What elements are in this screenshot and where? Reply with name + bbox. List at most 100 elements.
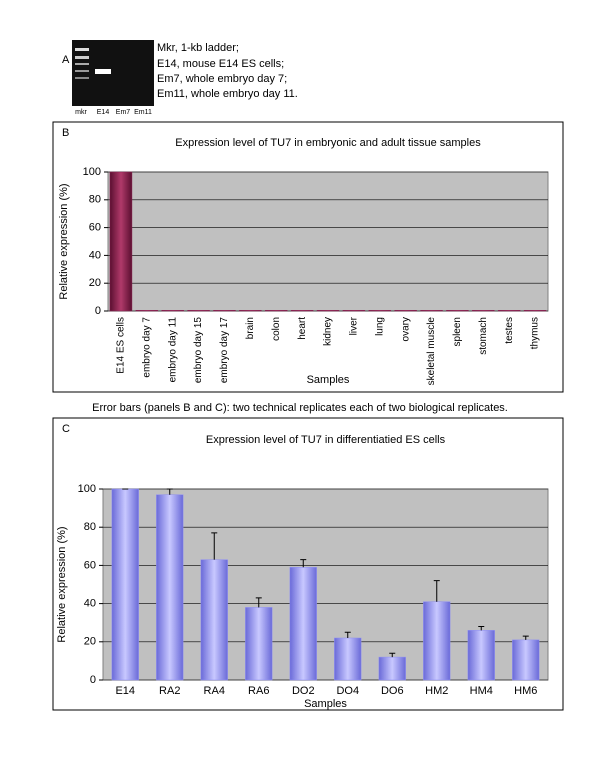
x-tick-label: E14 ES cells bbox=[116, 317, 127, 374]
gel-band bbox=[75, 63, 89, 65]
y-tick-label: 100 bbox=[78, 483, 96, 495]
bar bbox=[342, 310, 366, 312]
bar bbox=[245, 607, 273, 681]
x-tick-label: skeletal muscle bbox=[426, 317, 437, 386]
x-tick-label: kidney bbox=[323, 317, 334, 346]
chart-title: Expression level of TU7 in embryonic and… bbox=[175, 137, 481, 149]
x-tick-label: embryo day 7 bbox=[141, 317, 152, 378]
y-tick-label: 60 bbox=[89, 222, 101, 234]
bar bbox=[239, 310, 262, 312]
chart-title: Expression level of TU7 in differentiati… bbox=[206, 434, 446, 446]
legend-line: Mkr, 1-kb ladder; bbox=[157, 42, 239, 54]
x-tick-label: E14 bbox=[115, 685, 135, 697]
error-bar bbox=[522, 635, 529, 640]
bar bbox=[111, 488, 139, 681]
chart-panel: C Expression level of TU7 in differentiat… bbox=[52, 417, 564, 711]
error-bar bbox=[344, 631, 351, 638]
bar bbox=[289, 567, 317, 681]
gel-band bbox=[75, 48, 89, 51]
bar bbox=[446, 310, 469, 312]
x-tick-label: thymus bbox=[530, 317, 541, 349]
error-bar bbox=[166, 488, 173, 495]
bar bbox=[156, 494, 184, 681]
gel-band bbox=[75, 70, 89, 72]
x-tick-label: colon bbox=[271, 317, 282, 341]
x-tick-label: testes bbox=[504, 317, 515, 344]
x-tick-label: spleen bbox=[452, 317, 463, 346]
x-tick-label: HM2 bbox=[425, 685, 448, 697]
x-tick-label: lung bbox=[374, 317, 385, 336]
error-bar bbox=[255, 597, 262, 608]
x-tick-label: DO6 bbox=[381, 685, 404, 697]
error-bar bbox=[433, 580, 440, 602]
bar bbox=[200, 559, 228, 681]
bar bbox=[161, 310, 184, 312]
bar bbox=[378, 656, 406, 681]
caption: Error bars (panels B and C): two technic… bbox=[92, 402, 508, 414]
y-tick-label: 0 bbox=[90, 674, 96, 686]
x-tick-label: embryo day 11 bbox=[167, 317, 178, 383]
x-tick-label: embryo day 15 bbox=[193, 317, 204, 384]
x-tick-label: liver bbox=[349, 316, 360, 335]
legend-line: Em11, whole embryo day 11. bbox=[157, 88, 298, 100]
legend-line: E14, mouse E14 ES cells; bbox=[157, 58, 284, 70]
y-tick-label: 80 bbox=[89, 194, 101, 206]
bar bbox=[368, 310, 392, 312]
bar bbox=[512, 639, 540, 681]
bar bbox=[467, 630, 495, 681]
x-tick-label: RA2 bbox=[159, 685, 180, 697]
y-tick-label: 80 bbox=[84, 521, 96, 533]
bar bbox=[187, 310, 210, 312]
error-bar bbox=[389, 652, 396, 658]
legend-line: Em7, whole embryo day 7; bbox=[157, 73, 287, 85]
lane-label: E14 bbox=[97, 109, 110, 116]
y-tick-label: 20 bbox=[89, 277, 101, 289]
bar bbox=[316, 310, 340, 312]
panel-label: A bbox=[62, 54, 70, 66]
y-tick-label: 20 bbox=[84, 636, 96, 648]
y-tick-label: 100 bbox=[83, 166, 101, 178]
panel-label: B bbox=[62, 127, 69, 139]
y-axis-label: Relative expression (%) bbox=[58, 183, 70, 299]
y-tick-label: 40 bbox=[84, 598, 96, 610]
error-bar bbox=[300, 559, 307, 568]
bar bbox=[394, 310, 417, 312]
bar bbox=[420, 310, 443, 312]
panel-a: A mkr E14 Em7 Em11 Mkr, 1-kb ladder; E14… bbox=[62, 40, 298, 116]
x-tick-label: embryo day 17 bbox=[219, 317, 230, 384]
bar bbox=[264, 310, 288, 312]
lane-label: mkr bbox=[75, 109, 87, 116]
x-axis-label: Samples bbox=[304, 698, 347, 710]
y-axis-label: Relative expression (%) bbox=[56, 526, 68, 642]
x-tick-label: HM6 bbox=[514, 685, 537, 697]
x-tick-label: DO2 bbox=[292, 685, 315, 697]
lane-label: Em11 bbox=[134, 109, 152, 116]
y-tick-label: 60 bbox=[84, 559, 96, 571]
bar bbox=[497, 310, 521, 312]
chart-panel: B Expression level of TU7 in embryonic an… bbox=[52, 121, 564, 393]
lane-label: Em7 bbox=[116, 109, 131, 116]
panel-label: C bbox=[62, 423, 70, 435]
bar bbox=[290, 310, 314, 312]
bar bbox=[423, 601, 451, 681]
bar bbox=[523, 310, 547, 312]
x-tick-label: brain bbox=[245, 317, 256, 339]
x-tick-label: RA4 bbox=[204, 685, 225, 697]
x-tick-label: HM4 bbox=[470, 685, 493, 697]
bar bbox=[109, 171, 133, 312]
bar bbox=[334, 637, 362, 681]
gel-band bbox=[75, 77, 89, 79]
x-tick-label: DO4 bbox=[336, 685, 359, 697]
bar bbox=[135, 310, 159, 312]
bar bbox=[472, 310, 495, 312]
error-bar bbox=[478, 626, 485, 631]
x-tick-label: stomach bbox=[478, 317, 489, 355]
plot-area bbox=[107, 171, 549, 312]
gel-band bbox=[75, 56, 89, 59]
x-tick-label: heart bbox=[297, 317, 308, 340]
x-tick-label: ovary bbox=[400, 317, 411, 341]
x-tick-label: RA6 bbox=[248, 685, 269, 697]
y-tick-label: 0 bbox=[95, 305, 101, 317]
x-axis-label: Samples bbox=[307, 374, 350, 386]
